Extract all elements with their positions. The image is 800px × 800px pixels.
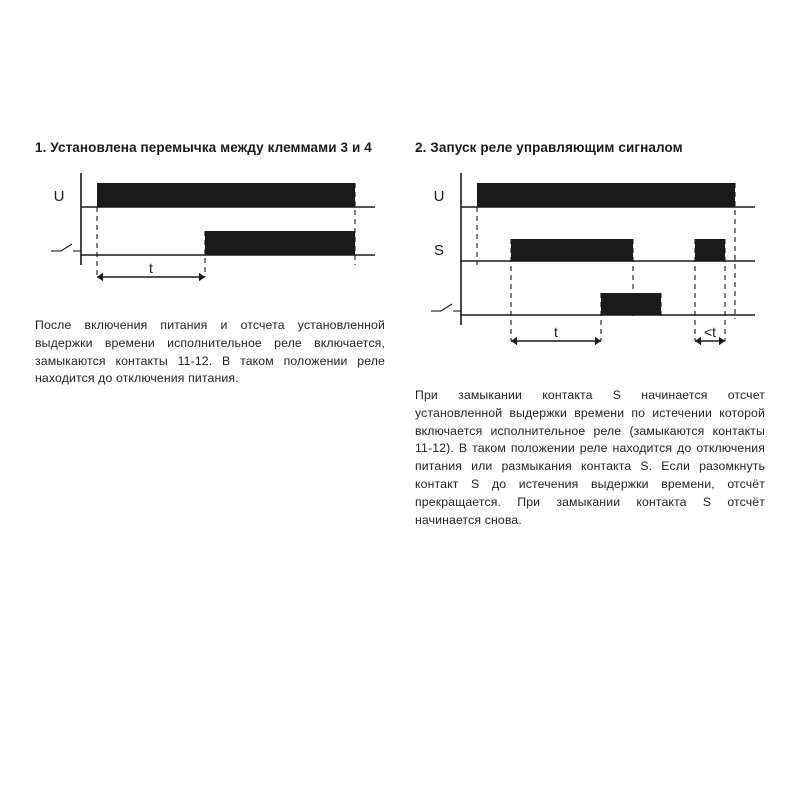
svg-text:S: S bbox=[434, 242, 444, 259]
svg-text:t: t bbox=[149, 260, 153, 276]
svg-text:<t: <t bbox=[704, 324, 716, 340]
svg-text:t: t bbox=[554, 324, 558, 340]
svg-text:U: U bbox=[54, 188, 65, 205]
right-description: При замыкании контакта S начинается отсч… bbox=[415, 387, 765, 530]
left-title: 1. Установлена перемычка между клеммами … bbox=[35, 140, 385, 155]
left-column: 1. Установлена перемычка между клеммами … bbox=[35, 140, 385, 800]
right-column: 2. Запуск реле управляющим сигналом U St <… bbox=[415, 140, 765, 800]
right-diagram: U St <t bbox=[415, 169, 755, 369]
left-diagram: Ut bbox=[35, 169, 375, 299]
right-title: 2. Запуск реле управляющим сигналом bbox=[415, 140, 765, 155]
svg-text:U: U bbox=[434, 188, 445, 205]
left-description: После включения питания и отсчета устано… bbox=[35, 317, 385, 388]
